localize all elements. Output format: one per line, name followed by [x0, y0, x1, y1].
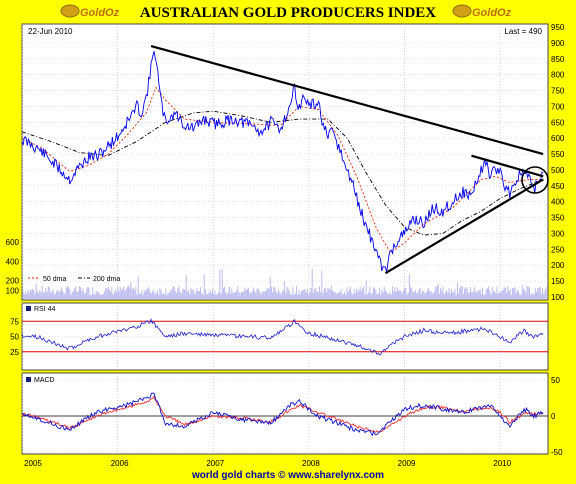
price-y-tick-650: 650	[551, 118, 565, 127]
volume-y-tick-600: 600	[6, 238, 20, 247]
macd-title: MACD	[26, 377, 55, 384]
price-y-tick-350: 350	[551, 214, 565, 223]
legend: 50 dma 200 dma	[28, 276, 120, 283]
trendline-1	[384, 178, 544, 275]
price-y-tick-950: 950	[551, 23, 565, 32]
price-y-tick-200: 200	[551, 261, 565, 270]
series-line-200dma	[21, 110, 544, 236]
series-line-rsi	[21, 317, 544, 356]
price-y-tick-450: 450	[551, 182, 565, 191]
logo-right-text: GoldOz	[472, 7, 512, 19]
price-y-tick-900: 900	[551, 39, 565, 48]
volume-bars	[22, 268, 547, 299]
trendlines	[150, 44, 544, 275]
footer-credit: world gold charts © www.sharelynx.com	[191, 470, 384, 481]
x-tick-label-2009: 2009	[398, 459, 416, 468]
x-tick-label-2007: 2007	[206, 459, 224, 468]
price-y-tick-100: 100	[551, 293, 565, 302]
price-y-tick-550: 550	[551, 150, 565, 159]
legend-200dma-label: 200 dma	[93, 276, 120, 283]
price-y-tick-800: 800	[551, 71, 565, 80]
trendline-2	[471, 154, 544, 178]
price-y-tick-700: 700	[551, 102, 565, 111]
tick-labels: 2005 2006 2007 2008 2009 20101001502002503003…	[6, 23, 565, 468]
header: GoldOz AUSTRALIAN GOLD PRODUCERS INDEX G…	[60, 4, 512, 21]
svg-text:MACD: MACD	[34, 377, 55, 384]
series-layer	[21, 51, 548, 437]
price-y-tick-250: 250	[551, 245, 565, 254]
series-line-price	[21, 51, 544, 273]
apex-circle-annotation	[521, 166, 549, 194]
x-tick-label-2006: 2006	[111, 459, 129, 468]
last-value-label: Last = 490	[504, 27, 542, 36]
logo-right: GoldOz	[452, 4, 512, 19]
rsi-y-tick-25: 25	[10, 348, 19, 357]
x-tick-label-2008: 2008	[302, 459, 320, 468]
price-y-tick-600: 600	[551, 134, 565, 143]
price-y-tick-150: 150	[551, 277, 565, 286]
rsi-y-tick-75: 75	[10, 317, 19, 326]
chart-title: AUSTRALIAN GOLD PRODUCERS INDEX	[140, 5, 436, 21]
macd-y-tick-50: 50	[551, 376, 560, 385]
x-tick-label-2005: 2005	[24, 459, 42, 468]
macd-y-tick-0: 0	[551, 412, 556, 421]
rsi-title: RSI 44	[26, 306, 56, 313]
price-y-tick-850: 850	[551, 55, 565, 64]
logo-left-text: GoldOz	[80, 7, 120, 19]
price-panel	[21, 23, 549, 301]
price-y-tick-400: 400	[551, 198, 565, 207]
svg-text:RSI 44: RSI 44	[34, 306, 56, 313]
volume-y-tick-400: 400	[6, 257, 20, 266]
price-y-tick-750: 750	[551, 87, 565, 96]
legend-50dma-label: 50 dma	[43, 276, 66, 283]
volume-y-tick-200: 200	[6, 277, 20, 286]
x-tick-label-2010: 2010	[493, 459, 511, 468]
macd-y-tick--50: -50	[551, 448, 563, 457]
series-line-macd	[21, 392, 544, 437]
series-line-50dma	[21, 86, 544, 254]
macd-panel	[21, 372, 549, 455]
logo-left: GoldOz	[60, 4, 120, 19]
trendline-0	[150, 44, 544, 156]
price-y-tick-500: 500	[551, 166, 565, 175]
price-y-tick-300: 300	[551, 229, 565, 238]
date-label: 22-Jun 2010	[28, 27, 73, 36]
rsi-y-tick-50: 50	[10, 333, 19, 342]
volume-y-tick-100: 100	[6, 286, 20, 295]
